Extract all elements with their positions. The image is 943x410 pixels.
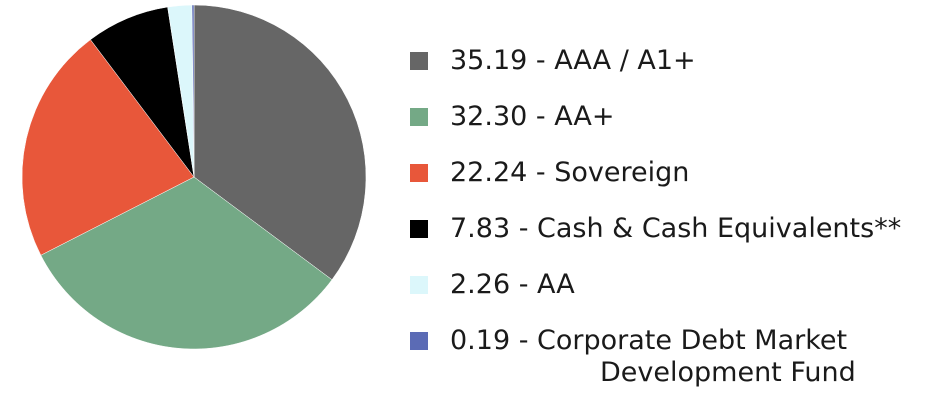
legend-label: 2.26 - AA <box>450 269 575 300</box>
legend-item-cdmdf: 0.19 - Corporate Debt Market Development… <box>410 318 901 408</box>
legend-item-cash: 7.83 - Cash & Cash Equivalents** <box>410 206 901 262</box>
legend-item-aaplus: 32.30 - AA+ <box>410 94 901 150</box>
legend-label: 35.19 - AAA / A1+ <box>450 45 696 76</box>
legend-swatch <box>410 332 428 350</box>
legend-label-line1: 0.19 - Corporate Debt Market <box>450 325 848 356</box>
legend-label: 32.30 - AA+ <box>450 101 615 132</box>
legend-swatch <box>410 276 428 294</box>
legend-item-sovereign: 22.24 - Sovereign <box>410 150 901 206</box>
legend-label-line2: Development Fund <box>600 357 856 388</box>
legend-label: 22.24 - Sovereign <box>450 157 690 188</box>
legend-swatch <box>410 164 428 182</box>
legend-swatch <box>410 220 428 238</box>
legend-label: 7.83 - Cash & Cash Equivalents** <box>450 213 902 244</box>
pie-slice <box>191 4 195 178</box>
pie-slice <box>40 176 333 350</box>
pie-slice <box>193 4 367 281</box>
pie-slice <box>21 39 195 256</box>
pie-chart <box>21 4 367 350</box>
legend-swatch <box>410 108 428 126</box>
legend-item-aaa-a1plus: 35.19 - AAA / A1+ <box>410 38 901 94</box>
legend-item-aa: 2.26 - AA <box>410 262 901 318</box>
legend-swatch <box>410 52 428 70</box>
legend: 35.19 - AAA / A1+ 32.30 - AA+ 22.24 - So… <box>410 38 901 408</box>
legend-label: 0.19 - Corporate Debt Market Development… <box>450 318 856 389</box>
